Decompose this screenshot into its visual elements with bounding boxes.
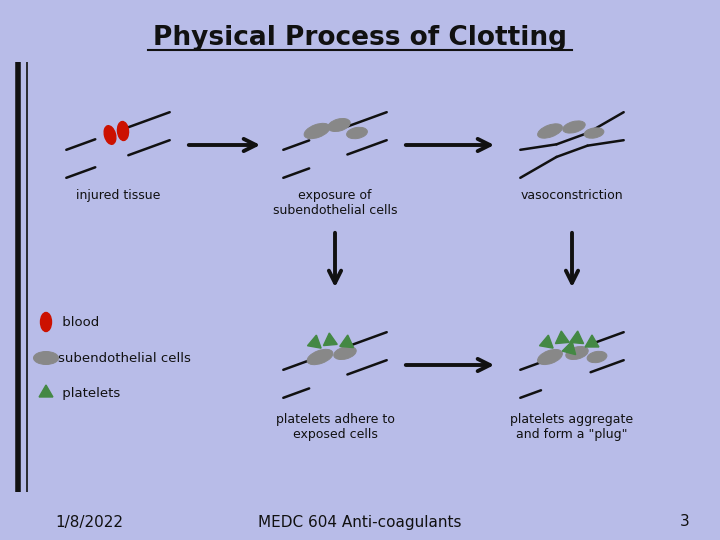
- Polygon shape: [39, 385, 53, 397]
- Text: 1/8/2022: 1/8/2022: [55, 515, 123, 530]
- Text: injured tissue: injured tissue: [76, 189, 160, 202]
- Ellipse shape: [34, 352, 58, 365]
- Polygon shape: [555, 331, 570, 343]
- Text: 3: 3: [680, 515, 690, 530]
- Polygon shape: [307, 335, 321, 348]
- Text: platelets adhere to
exposed cells: platelets adhere to exposed cells: [276, 413, 395, 441]
- Ellipse shape: [346, 127, 367, 139]
- Text: blood: blood: [58, 315, 99, 328]
- Ellipse shape: [334, 347, 356, 360]
- Ellipse shape: [307, 349, 333, 364]
- Polygon shape: [585, 335, 599, 347]
- Polygon shape: [539, 335, 553, 348]
- Ellipse shape: [304, 123, 330, 139]
- Ellipse shape: [538, 349, 562, 364]
- Text: Physical Process of Clotting: Physical Process of Clotting: [153, 25, 567, 51]
- Text: platelets aggregate
and form a "plug": platelets aggregate and form a "plug": [510, 413, 634, 441]
- Ellipse shape: [584, 128, 604, 138]
- Polygon shape: [340, 335, 354, 348]
- Ellipse shape: [117, 122, 129, 140]
- Ellipse shape: [104, 126, 116, 144]
- Ellipse shape: [538, 124, 562, 138]
- Text: subendothelial cells: subendothelial cells: [58, 352, 191, 365]
- Text: platelets: platelets: [58, 387, 120, 400]
- Text: exposure of
subendothelial cells: exposure of subendothelial cells: [273, 189, 397, 217]
- Text: MEDC 604 Anti-coagulants: MEDC 604 Anti-coagulants: [258, 515, 462, 530]
- Polygon shape: [562, 341, 576, 355]
- Text: vasoconstriction: vasoconstriction: [521, 189, 624, 202]
- Ellipse shape: [328, 118, 350, 132]
- Ellipse shape: [40, 313, 52, 332]
- Ellipse shape: [563, 121, 585, 133]
- Ellipse shape: [587, 352, 607, 363]
- Polygon shape: [323, 333, 337, 346]
- Polygon shape: [570, 331, 583, 343]
- Ellipse shape: [566, 347, 588, 360]
